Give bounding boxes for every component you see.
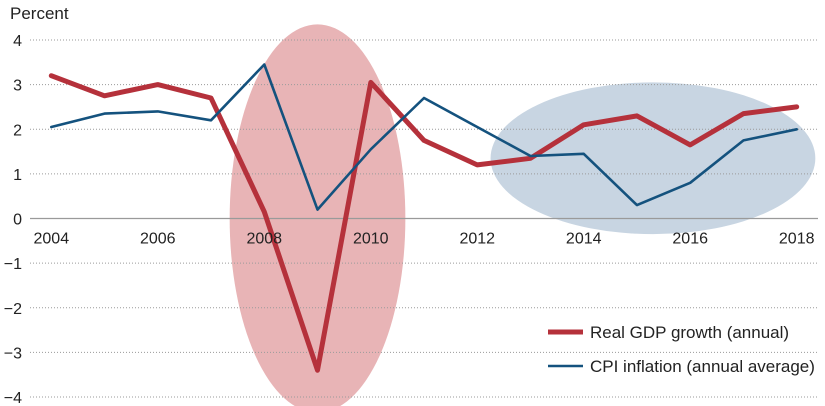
x-tick-label: 2008 bbox=[246, 231, 282, 248]
x-axis: 2004 2006 2008 2010 2012 2014 2016 2018 bbox=[34, 231, 815, 248]
legend-label-2: CPI inflation (annual average) bbox=[590, 357, 815, 376]
gridlines bbox=[30, 39, 818, 398]
y-tick-label: −1 bbox=[4, 256, 22, 273]
x-tick-label: 2006 bbox=[140, 231, 176, 248]
highlight-ellipse-2 bbox=[490, 82, 816, 235]
y-axis-title: Percent bbox=[10, 4, 69, 23]
y-tick-label: 3 bbox=[13, 78, 22, 95]
x-tick-label: 2014 bbox=[566, 231, 602, 248]
x-tick-label: 2018 bbox=[779, 231, 815, 248]
legend: Real GDP growth (annual) CPI inflation (a… bbox=[548, 323, 815, 376]
x-tick-label: 2004 bbox=[34, 231, 70, 248]
highlight-layer bbox=[229, 24, 816, 406]
series-layer bbox=[48, 63, 800, 373]
series-line-1 bbox=[48, 73, 800, 373]
y-tick-label: −4 bbox=[4, 390, 22, 406]
series-line-2 bbox=[49, 63, 799, 211]
x-tick-label: 2016 bbox=[672, 231, 708, 248]
x-tick-label: 2010 bbox=[353, 231, 389, 248]
x-tick-label: 2012 bbox=[459, 231, 495, 248]
y-tick-label: 0 bbox=[13, 212, 22, 229]
legend-label-1: Real GDP growth (annual) bbox=[590, 323, 789, 342]
highlight-ellipse-1 bbox=[229, 24, 406, 406]
y-tick-label: 1 bbox=[13, 167, 22, 184]
y-tick-label: 4 bbox=[13, 33, 22, 50]
y-tick-label: 2 bbox=[13, 122, 22, 139]
y-tick-label: −3 bbox=[4, 345, 22, 362]
y-axis: 4 3 2 1 0 −1 −2 −3 −4 bbox=[4, 33, 22, 406]
y-tick-label: −2 bbox=[4, 301, 22, 318]
